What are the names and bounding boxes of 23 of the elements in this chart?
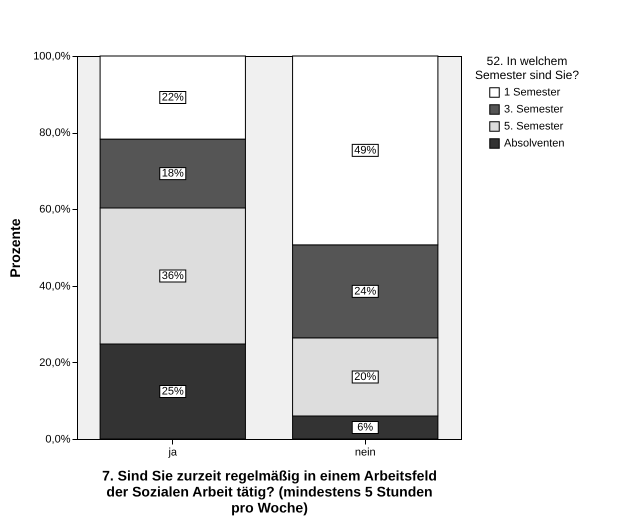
y-tick-label: 80,0% bbox=[39, 127, 71, 140]
legend-label: 3. Semester bbox=[504, 104, 564, 116]
data-label: 6% bbox=[357, 422, 374, 434]
data-label: 25% bbox=[162, 386, 184, 398]
data-label: 20% bbox=[354, 370, 376, 383]
data-label: 49% bbox=[354, 144, 376, 156]
y-tick-label: 100,0% bbox=[33, 50, 71, 62]
x-tick-label: nein bbox=[354, 446, 376, 458]
legend-title: 52. In welchem Semester sind Sie? bbox=[474, 54, 580, 82]
data-label: 18% bbox=[162, 168, 184, 180]
y-axis-title: Prozente bbox=[7, 218, 24, 278]
legend-label: 5. Semester bbox=[504, 120, 564, 132]
y-tick-label: 0,0% bbox=[45, 434, 71, 446]
y-tick-label: 60,0% bbox=[39, 204, 71, 216]
legend-label: 1 Semester bbox=[504, 86, 561, 98]
data-label: 22% bbox=[162, 92, 184, 104]
y-tick-label: 20,0% bbox=[39, 356, 71, 369]
x-tick-label: ja bbox=[167, 446, 178, 458]
data-label: 36% bbox=[162, 270, 184, 282]
data-label: 24% bbox=[354, 285, 376, 298]
legend-label: Absolventen bbox=[504, 138, 565, 150]
y-tick-label: 40,0% bbox=[39, 280, 71, 292]
x-axis-title: 7. Sind Sie zurzeit regelmäßig in einem Arbeitsfeld der Sozialen Arbeit tätig? (mindestens 5 Stunden pro Woche) bbox=[102, 468, 437, 516]
